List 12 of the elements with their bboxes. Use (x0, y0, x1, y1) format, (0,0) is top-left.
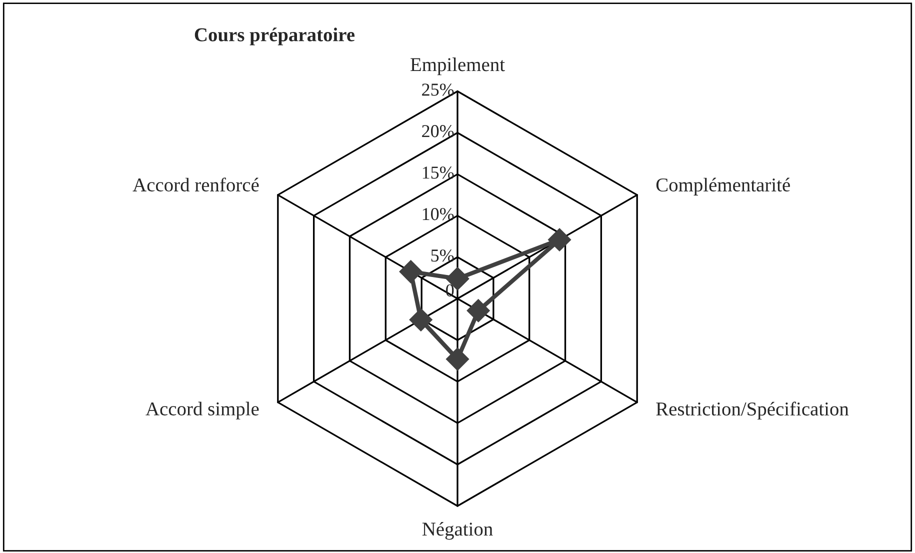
y-tick-label: 10% (422, 208, 454, 220)
spoke-label: Empilement (410, 58, 505, 76)
y-tick-label: 5% (431, 249, 454, 262)
chart-title: Cours préparatoire (194, 28, 355, 46)
y-tick-label: 20% (422, 125, 454, 138)
spoke-label: Négation (422, 522, 493, 540)
spoke-label: Accord renforcé (132, 178, 259, 192)
y-tick-label: 25% (422, 84, 454, 96)
spoke-label: Restriction/Spécification (656, 402, 849, 420)
spoke-label: Accord simple (146, 402, 259, 420)
spoke-label: Complémentarité (656, 178, 790, 196)
y-tick-label: 15% (422, 166, 454, 179)
